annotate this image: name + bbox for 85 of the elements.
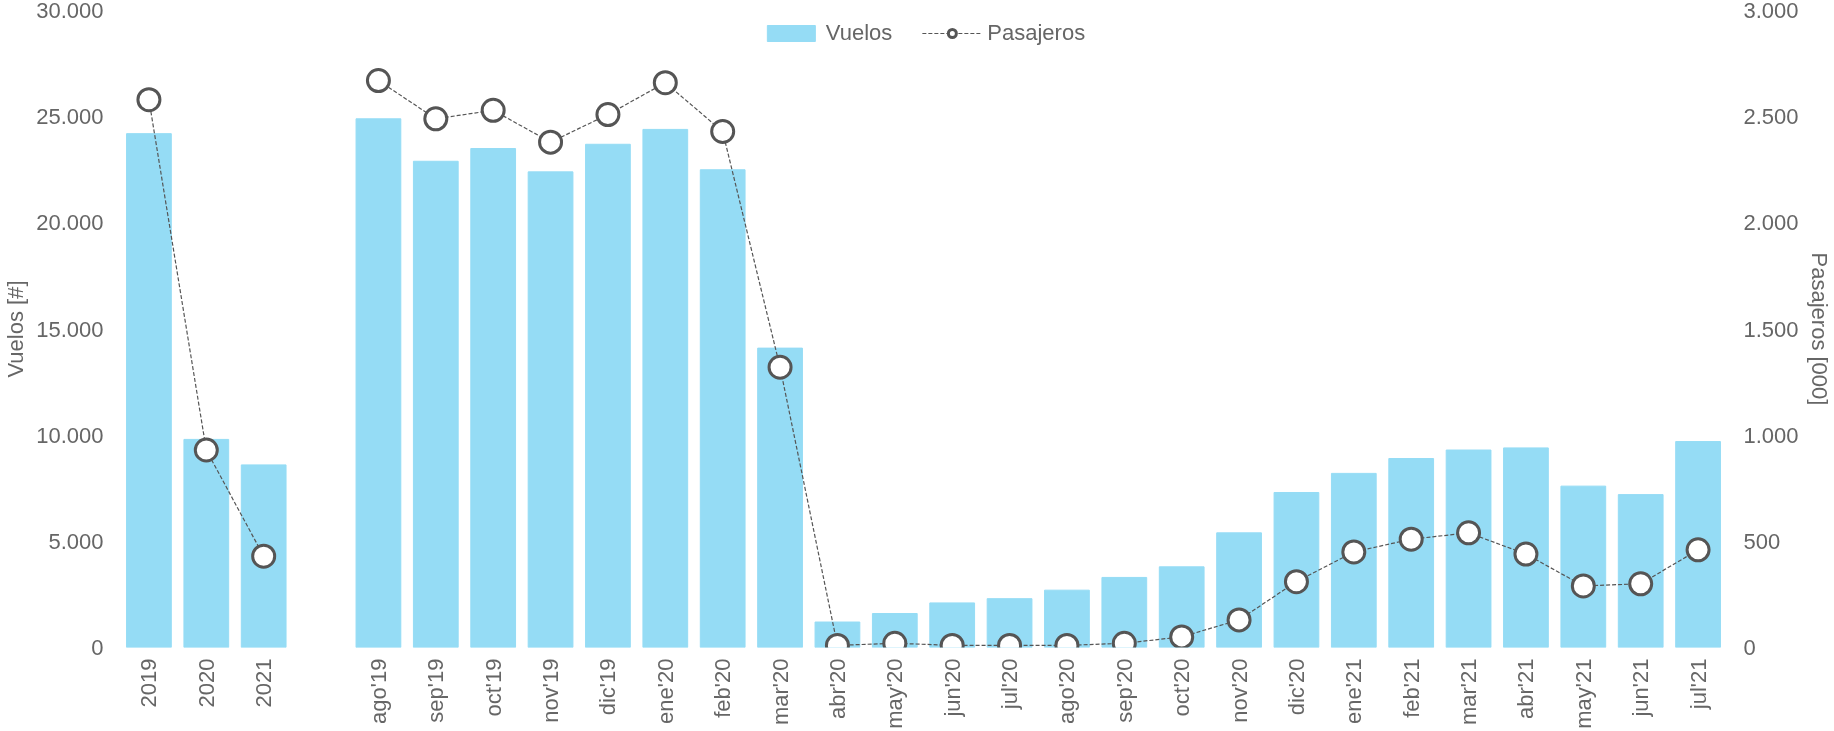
bar xyxy=(470,148,517,648)
y2-tick-label: 2.000 xyxy=(1743,210,1799,236)
bar xyxy=(527,171,574,648)
y-tick-label: 5.000 xyxy=(48,528,104,554)
legend-label: Pasajeros xyxy=(987,20,1086,46)
point xyxy=(251,543,277,569)
x-tick-label: jul'20 xyxy=(997,658,1023,711)
bar xyxy=(412,160,459,648)
point xyxy=(1685,537,1711,563)
bar xyxy=(1388,458,1435,648)
y-tick-label: 20.000 xyxy=(36,210,104,236)
point xyxy=(652,70,678,96)
y-tick-label: 0 xyxy=(91,635,104,660)
x-tick-label: abr'20 xyxy=(824,658,850,719)
x-tick-label: oct'19 xyxy=(480,658,506,717)
y2-tick-label: 2.500 xyxy=(1743,104,1799,130)
y2-tick-label: 1.000 xyxy=(1743,422,1799,448)
bar xyxy=(1503,447,1549,648)
point xyxy=(365,68,391,94)
point xyxy=(480,97,506,123)
point xyxy=(1570,573,1596,599)
bar xyxy=(585,143,631,648)
y2-tick-label: 0 xyxy=(1743,635,1756,660)
point xyxy=(767,354,793,380)
x-tick-label: mar'21 xyxy=(1456,658,1482,726)
x-tick-label: feb'20 xyxy=(710,658,736,718)
y-tick-label: 15.000 xyxy=(36,316,104,342)
x-tick-label: nov'20 xyxy=(1226,658,1252,723)
y-tick-label: 10.000 xyxy=(36,422,104,448)
y2-axis-title: Pasajeros [000] xyxy=(1806,252,1832,406)
bar xyxy=(1273,492,1320,648)
x-tick-label: nov'19 xyxy=(538,658,564,723)
x-tick-label: may'20 xyxy=(882,658,908,729)
point xyxy=(710,119,736,145)
point xyxy=(423,106,449,132)
bar xyxy=(1617,494,1664,648)
x-tick-label: sep'19 xyxy=(423,658,449,723)
point xyxy=(193,437,219,463)
x-tick-label: mar'20 xyxy=(767,658,793,726)
x-tick-label: sep'20 xyxy=(1111,658,1137,723)
bar xyxy=(1675,441,1721,648)
point xyxy=(1283,569,1309,595)
legend-label: Vuelos xyxy=(825,20,893,46)
y-axis-title: Vuelos [#] xyxy=(3,280,29,378)
x-tick-label: dic'20 xyxy=(1283,658,1309,716)
x-tick-label: jun'20 xyxy=(939,658,965,718)
x-tick-label: 2019 xyxy=(136,658,162,708)
y2-tick-label: 3.000 xyxy=(1743,0,1799,23)
y2-tick-label: 500 xyxy=(1743,528,1781,554)
point xyxy=(1513,541,1539,567)
x-tick-label: abr'21 xyxy=(1513,658,1539,719)
x-tick-label: ago'19 xyxy=(365,658,391,724)
x-tick-label: may'21 xyxy=(1570,658,1596,729)
bar xyxy=(355,118,402,648)
bar xyxy=(240,464,287,648)
x-tick-label: dic'19 xyxy=(595,658,621,716)
x-tick-label: ene'20 xyxy=(652,658,678,724)
point xyxy=(1169,624,1195,648)
x-tick-label: jul'21 xyxy=(1685,658,1711,711)
point xyxy=(1456,520,1482,546)
y-tick-label: 25.000 xyxy=(36,104,104,130)
point xyxy=(595,102,621,128)
y-tick-label: 30.000 xyxy=(36,0,104,23)
bar xyxy=(183,438,230,648)
point xyxy=(1398,526,1424,552)
y2-tick-label: 1.500 xyxy=(1743,316,1799,342)
bar xyxy=(699,169,746,648)
bar xyxy=(1445,449,1492,648)
point xyxy=(1628,571,1654,597)
x-tick-label: ene'21 xyxy=(1341,658,1367,724)
bar xyxy=(757,347,803,648)
x-tick-label: feb'21 xyxy=(1398,658,1424,718)
point xyxy=(1341,539,1367,565)
bar xyxy=(642,128,689,648)
x-tick-label: 2021 xyxy=(251,658,277,708)
point xyxy=(136,87,162,113)
point xyxy=(1226,607,1252,633)
x-tick-label: ago'20 xyxy=(1054,658,1080,724)
x-tick-label: oct'20 xyxy=(1169,658,1195,717)
x-tick-label: jun'21 xyxy=(1628,658,1654,718)
bar xyxy=(126,133,172,648)
point xyxy=(538,129,564,155)
bar xyxy=(1560,485,1607,648)
x-tick-label: 2020 xyxy=(193,658,219,708)
bar xyxy=(1330,472,1377,648)
